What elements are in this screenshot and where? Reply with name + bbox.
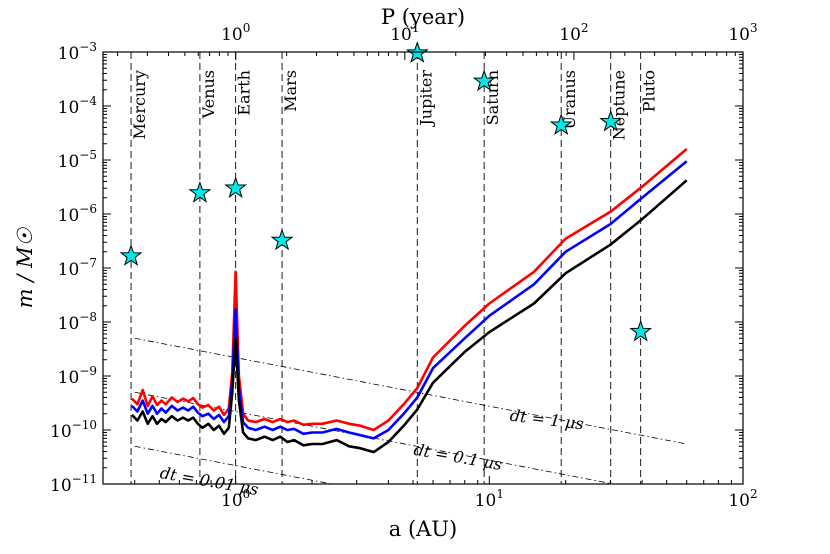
axis-ticks — [102, 51, 744, 485]
y-tick-label: 10−3 — [58, 40, 97, 64]
series-line — [130, 160, 688, 440]
planet-labels: Mercury Venus Earth Mars Jupiter Saturn Uranus… — [130, 70, 659, 141]
top-axis-label: P (year) — [381, 5, 465, 29]
planet-label: Uranus — [560, 70, 579, 130]
y-axis-label: m / M☉ — [13, 226, 37, 308]
y-tick-labels: 10−11 10−10 10−9 10−8 10−7 10−6 10−5 10−4 10−3 — [50, 40, 97, 496]
top-tick-label: 103 — [728, 21, 757, 45]
y-tick-label: 10−7 — [58, 256, 97, 280]
top-tick-label: 101 — [390, 21, 419, 45]
planet-label: Pluto — [640, 70, 659, 112]
x-tick-label: 102 — [728, 487, 757, 511]
x-axis-label: a (AU) — [389, 517, 457, 541]
top-tick-label: 102 — [559, 21, 588, 45]
reference-line-label: dt = 1 μs — [509, 406, 585, 434]
reference-line — [134, 391, 616, 484]
series-line — [130, 148, 688, 432]
top-tick-label: 100 — [221, 21, 250, 45]
data-series — [130, 148, 688, 454]
planet-label: Mars — [281, 70, 300, 112]
planet-label: Jupiter — [416, 70, 435, 128]
planet-label: Venus — [199, 70, 218, 119]
y-tick-label: 10−6 — [58, 202, 97, 226]
top-tick-labels: 100 101 102 103 — [221, 21, 758, 45]
y-tick-label: 10−9 — [58, 364, 97, 388]
x-tick-labels: 100 101 102 — [221, 487, 758, 511]
reference-line — [134, 337, 687, 445]
planet-label: Mercury — [130, 70, 149, 139]
series-line — [130, 179, 688, 454]
reference-lines — [134, 337, 687, 484]
x-tick-label: 101 — [475, 487, 504, 511]
planet-star — [225, 177, 247, 198]
y-tick-label: 10−8 — [58, 310, 97, 334]
planet-star — [630, 320, 652, 341]
plot-area: Mercury Venus Earth Mars Jupiter Saturn Uranus… — [102, 42, 744, 499]
x-tick-label: 100 — [221, 487, 250, 511]
y-tick-label: 10−10 — [50, 418, 97, 442]
y-tick-label: 10−5 — [58, 148, 97, 172]
y-tick-label: 10−4 — [58, 94, 98, 118]
planet-star — [271, 229, 293, 250]
reference-line-label: dt = 0.1 μs — [412, 440, 503, 474]
y-tick-label: 10−11 — [50, 472, 97, 496]
planet-label: Neptune — [610, 70, 629, 140]
planet-label: Earth — [235, 70, 254, 116]
